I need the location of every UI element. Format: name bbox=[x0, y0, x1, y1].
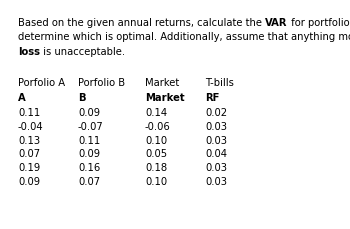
Text: 0.16: 0.16 bbox=[78, 163, 100, 172]
Text: 0.03: 0.03 bbox=[205, 135, 227, 145]
Text: 0.18: 0.18 bbox=[145, 163, 167, 172]
Text: Based on the given annual returns, calculate the: Based on the given annual returns, calcu… bbox=[18, 18, 265, 28]
Text: 0.07: 0.07 bbox=[18, 149, 40, 159]
Text: 0.07: 0.07 bbox=[78, 176, 100, 186]
Text: A: A bbox=[18, 93, 26, 103]
Text: 0.11: 0.11 bbox=[18, 108, 40, 117]
Text: Market: Market bbox=[145, 78, 179, 88]
Text: T-bills: T-bills bbox=[205, 78, 234, 88]
Text: 0.10: 0.10 bbox=[145, 176, 167, 186]
Text: Market: Market bbox=[145, 93, 185, 103]
Text: -0.06: -0.06 bbox=[145, 121, 171, 131]
Text: B: B bbox=[78, 93, 85, 103]
Text: -0.04: -0.04 bbox=[18, 121, 44, 131]
Text: is unacceptable.: is unacceptable. bbox=[40, 47, 125, 57]
Text: 0.02: 0.02 bbox=[205, 108, 227, 117]
Text: Porfolio B: Porfolio B bbox=[78, 78, 125, 88]
Text: 0.03: 0.03 bbox=[205, 163, 227, 172]
Text: 0.03: 0.03 bbox=[205, 121, 227, 131]
Text: 0.09: 0.09 bbox=[78, 149, 100, 159]
Text: 0.10: 0.10 bbox=[145, 135, 167, 145]
Text: 0.14: 0.14 bbox=[145, 108, 167, 117]
Text: 0.05: 0.05 bbox=[145, 149, 167, 159]
Text: 0.13: 0.13 bbox=[18, 135, 40, 145]
Text: for portfolios A and B to: for portfolios A and B to bbox=[288, 18, 350, 28]
Text: RF: RF bbox=[205, 93, 219, 103]
Text: -0.07: -0.07 bbox=[78, 121, 104, 131]
Text: loss: loss bbox=[18, 47, 40, 57]
Text: 0.19: 0.19 bbox=[18, 163, 40, 172]
Text: VAR: VAR bbox=[265, 18, 288, 28]
Text: 0.09: 0.09 bbox=[18, 176, 40, 186]
Text: 0.11: 0.11 bbox=[78, 135, 100, 145]
Text: 0.09: 0.09 bbox=[78, 108, 100, 117]
Text: 0.04: 0.04 bbox=[205, 149, 227, 159]
Text: determine which is optimal. Additionally, assume that anything more than a: determine which is optimal. Additionally… bbox=[18, 32, 350, 42]
Text: 0.03: 0.03 bbox=[205, 176, 227, 186]
Text: Porfolio A: Porfolio A bbox=[18, 78, 65, 88]
